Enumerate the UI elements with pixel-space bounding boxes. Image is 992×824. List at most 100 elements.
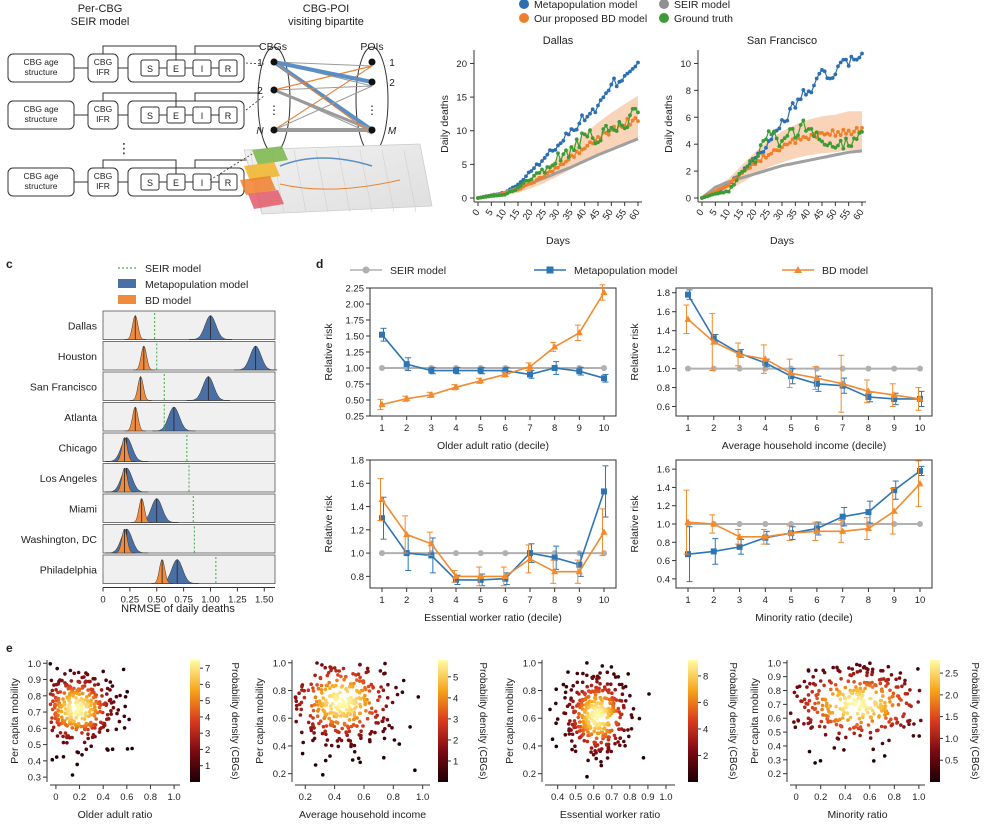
data-point [774, 136, 779, 141]
cbg-point [316, 703, 320, 707]
x-tick-label: 50 [825, 207, 840, 222]
cbg-point [313, 673, 317, 678]
cbg-point [111, 705, 116, 710]
data-point [378, 400, 386, 408]
cbg-point [91, 695, 96, 700]
cbg-point [352, 681, 356, 686]
cbg-point [371, 686, 375, 690]
cbg-point [834, 722, 839, 727]
cbg-point [358, 702, 362, 707]
colorbar-tick-label: 4 [205, 712, 210, 723]
cbg-point [582, 738, 587, 743]
cbg-point [593, 726, 597, 731]
city-label: Los Angeles [40, 473, 97, 485]
cbg-point [597, 748, 601, 752]
data-point [764, 155, 768, 160]
data-point [813, 527, 821, 534]
cbg-point [50, 728, 55, 733]
data-point [636, 60, 640, 65]
cbg-point [325, 683, 330, 688]
age-structure-label: structure [24, 181, 57, 191]
y-tick-label: 0.6 [657, 402, 670, 413]
cbg-point [813, 706, 818, 711]
data-point [777, 148, 782, 153]
cbg-point [862, 702, 867, 707]
cbg-point [887, 696, 892, 700]
cbg-point [300, 751, 305, 756]
data-point [630, 106, 635, 111]
cbg-point [589, 750, 593, 754]
mobility-scatter: 0.2 0.4 0.6 0.8 1.0 0.4 0.5 0.6 0.7 0.8 0.9 1.0 Esse… [504, 658, 738, 821]
map-pointer [209, 153, 253, 181]
data-point [427, 391, 435, 398]
cbg-point [311, 708, 316, 713]
cbg-point [401, 678, 406, 683]
cbg-point [581, 720, 586, 725]
data-point [601, 488, 607, 495]
data-point [828, 141, 832, 146]
cbg-point [841, 716, 845, 720]
x-tick-label: 10 [915, 423, 926, 434]
relative-risk-chart: 0.8 1.0 1.2 1.4 1.6 1.8 1 2 3 4 5 6 7 8 9 10 Essential w… [323, 456, 617, 624]
data-point [865, 509, 872, 516]
cbg-point [887, 738, 891, 743]
cbg-point [116, 708, 121, 712]
data-point [612, 76, 616, 81]
data-point [513, 188, 518, 193]
city-label: Dallas [68, 320, 97, 332]
cbg-point [324, 712, 329, 716]
x-tick-label: 4 [763, 595, 768, 606]
cbg-point [861, 715, 865, 719]
cbg-point [852, 688, 856, 693]
cbg-patch [252, 146, 288, 165]
cbg-point [306, 688, 311, 692]
data-point [609, 125, 614, 130]
data-point [750, 156, 755, 161]
cbg-point [617, 727, 621, 731]
x-tick-label: 0.8 [888, 792, 901, 803]
data-point [550, 169, 555, 174]
x-tick-label: 2 [711, 595, 716, 606]
x-tick-label: 8 [866, 423, 871, 434]
x-tick-label: 4 [453, 423, 458, 434]
data-point [830, 128, 835, 133]
cbg-point [80, 675, 84, 680]
cbg-point [866, 667, 870, 672]
cbg-point [60, 715, 64, 719]
cbg-point [858, 733, 862, 738]
data-point [793, 135, 798, 140]
cbg-point [78, 709, 82, 714]
cbg-point [623, 744, 627, 748]
cbg-point [616, 740, 620, 744]
data-point [453, 576, 459, 583]
x-tick-label: 7 [527, 423, 532, 434]
cbg-point [806, 669, 811, 673]
cbg-point [554, 701, 558, 706]
data-point [551, 567, 559, 575]
data-point [551, 554, 558, 561]
bipartite-title-line2: visiting bipartite [288, 16, 364, 28]
cbg-point [352, 717, 357, 721]
y-tick-label: 0.50 [346, 396, 365, 407]
map-street [315, 149, 329, 213]
cbg-point [884, 716, 888, 720]
y-tick-label: 10 [456, 126, 467, 137]
legend-label: BD model [822, 265, 868, 277]
cbg-point [575, 680, 580, 685]
cbg-point [358, 662, 362, 667]
data-point [561, 162, 566, 167]
colorbar-tick-label: 1 [205, 761, 210, 772]
cbg-point [810, 725, 814, 729]
cbg-point [86, 732, 90, 736]
cbg-point [628, 693, 632, 698]
data-point [839, 527, 847, 534]
cbg-point [308, 714, 313, 718]
cbg-point [865, 673, 869, 678]
legend-marker [546, 266, 554, 274]
cbg-point [855, 670, 860, 674]
cbg-point [618, 743, 622, 748]
cbg-point [605, 682, 610, 686]
chart-title: Dallas [543, 35, 574, 47]
cbg-point [819, 719, 824, 724]
